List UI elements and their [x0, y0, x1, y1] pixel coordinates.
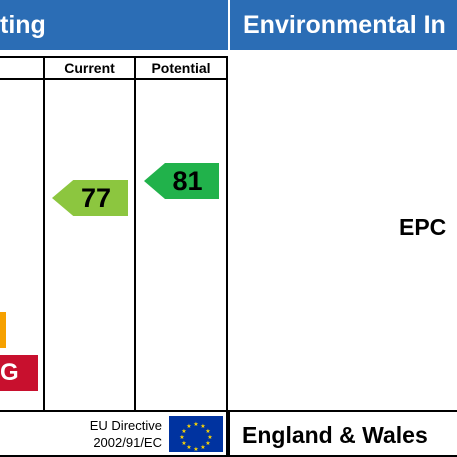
potential-rating-value: 81	[172, 165, 203, 196]
band-g-label: G	[0, 359, 19, 386]
environmental-footer-bottom-border	[228, 455, 457, 457]
current-column-header: Current	[64, 60, 115, 76]
band-f	[0, 312, 6, 348]
current-column-left-border	[43, 56, 45, 412]
energy-rating-header: ting	[0, 0, 228, 50]
current-rating-value: 77	[80, 182, 112, 213]
environmental-impact-title: Environmental In	[243, 11, 446, 39]
region-text: England & Wales	[242, 422, 428, 448]
potential-column-left-border	[134, 56, 136, 412]
potential-column-header: Potential	[151, 60, 211, 76]
environmental-impact-header: Environmental In	[230, 0, 457, 50]
environmental-panel-text: EPC	[399, 214, 447, 240]
environmental-panel-body: EPC	[399, 212, 457, 242]
eu-directive-text: EU Directive 2002/91/EC	[60, 417, 162, 453]
footer-bottom-border	[0, 455, 228, 457]
current-rating-arrow: 77	[52, 180, 128, 216]
table-top-border	[0, 56, 228, 58]
table-bottom-border	[0, 410, 228, 412]
environmental-footer-left-border	[228, 410, 230, 457]
energy-rating-title: ting	[0, 11, 46, 39]
environmental-footer-top-border	[228, 410, 457, 412]
eu-directive-line2: 2002/91/EC	[93, 435, 162, 450]
band-g: G	[0, 355, 38, 391]
region-label: England & Wales	[242, 418, 457, 452]
table-right-border	[226, 56, 228, 457]
eu-flag-icon: ★ ★ ★ ★ ★ ★ ★ ★ ★ ★ ★ ★	[169, 416, 223, 453]
eu-directive-line1: EU Directive	[89, 418, 162, 433]
potential-rating-arrow: 81	[144, 163, 219, 199]
column-header-divider	[0, 78, 228, 80]
